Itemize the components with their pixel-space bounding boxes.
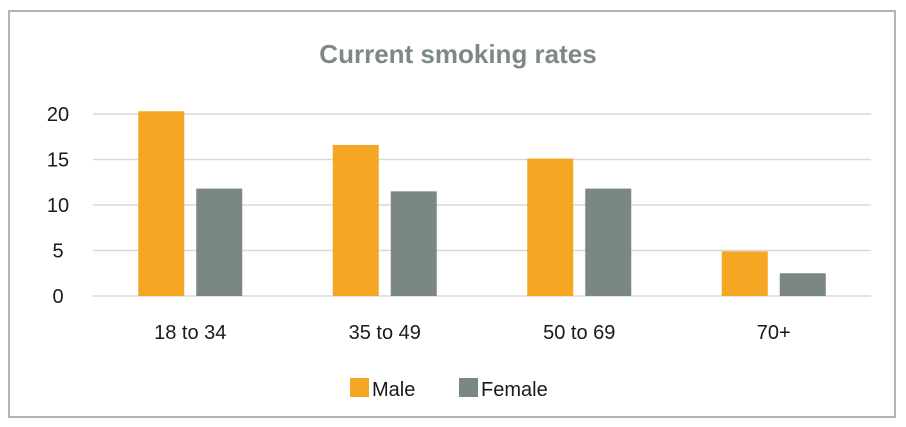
legend: Male Female	[350, 378, 548, 401]
bar-male-1	[138, 111, 185, 297]
bar-female-1	[196, 188, 243, 296]
y-tick-label: 5	[52, 241, 63, 263]
y-axis-ticks: 0 5 10 15 20	[47, 104, 69, 308]
x-category-label: 35 to 49	[349, 322, 421, 344]
bar-female-4	[779, 273, 826, 296]
legend-label-male: Male	[372, 379, 415, 401]
legend-swatch-male	[350, 378, 369, 397]
y-tick-label: 0	[52, 286, 63, 308]
chart-title: Current smoking rates	[319, 39, 596, 69]
y-tick-label: 10	[47, 195, 69, 217]
bar-male-2	[332, 144, 379, 296]
bar-male-4	[721, 251, 768, 296]
legend-swatch-female	[459, 378, 478, 397]
x-category-label: 70+	[757, 322, 791, 344]
bar-male-3	[527, 158, 574, 296]
x-category-label: 18 to 34	[154, 322, 226, 344]
x-category-label: 50 to 69	[543, 322, 615, 344]
bar-female-2	[390, 191, 437, 296]
bars	[138, 111, 826, 297]
bar-female-3	[585, 188, 632, 296]
y-tick-label: 20	[47, 104, 69, 126]
legend-label-female: Female	[481, 379, 548, 401]
y-tick-label: 15	[47, 150, 69, 172]
x-axis-categories: 18 to 34 35 to 49 50 to 69 70+	[154, 322, 791, 344]
